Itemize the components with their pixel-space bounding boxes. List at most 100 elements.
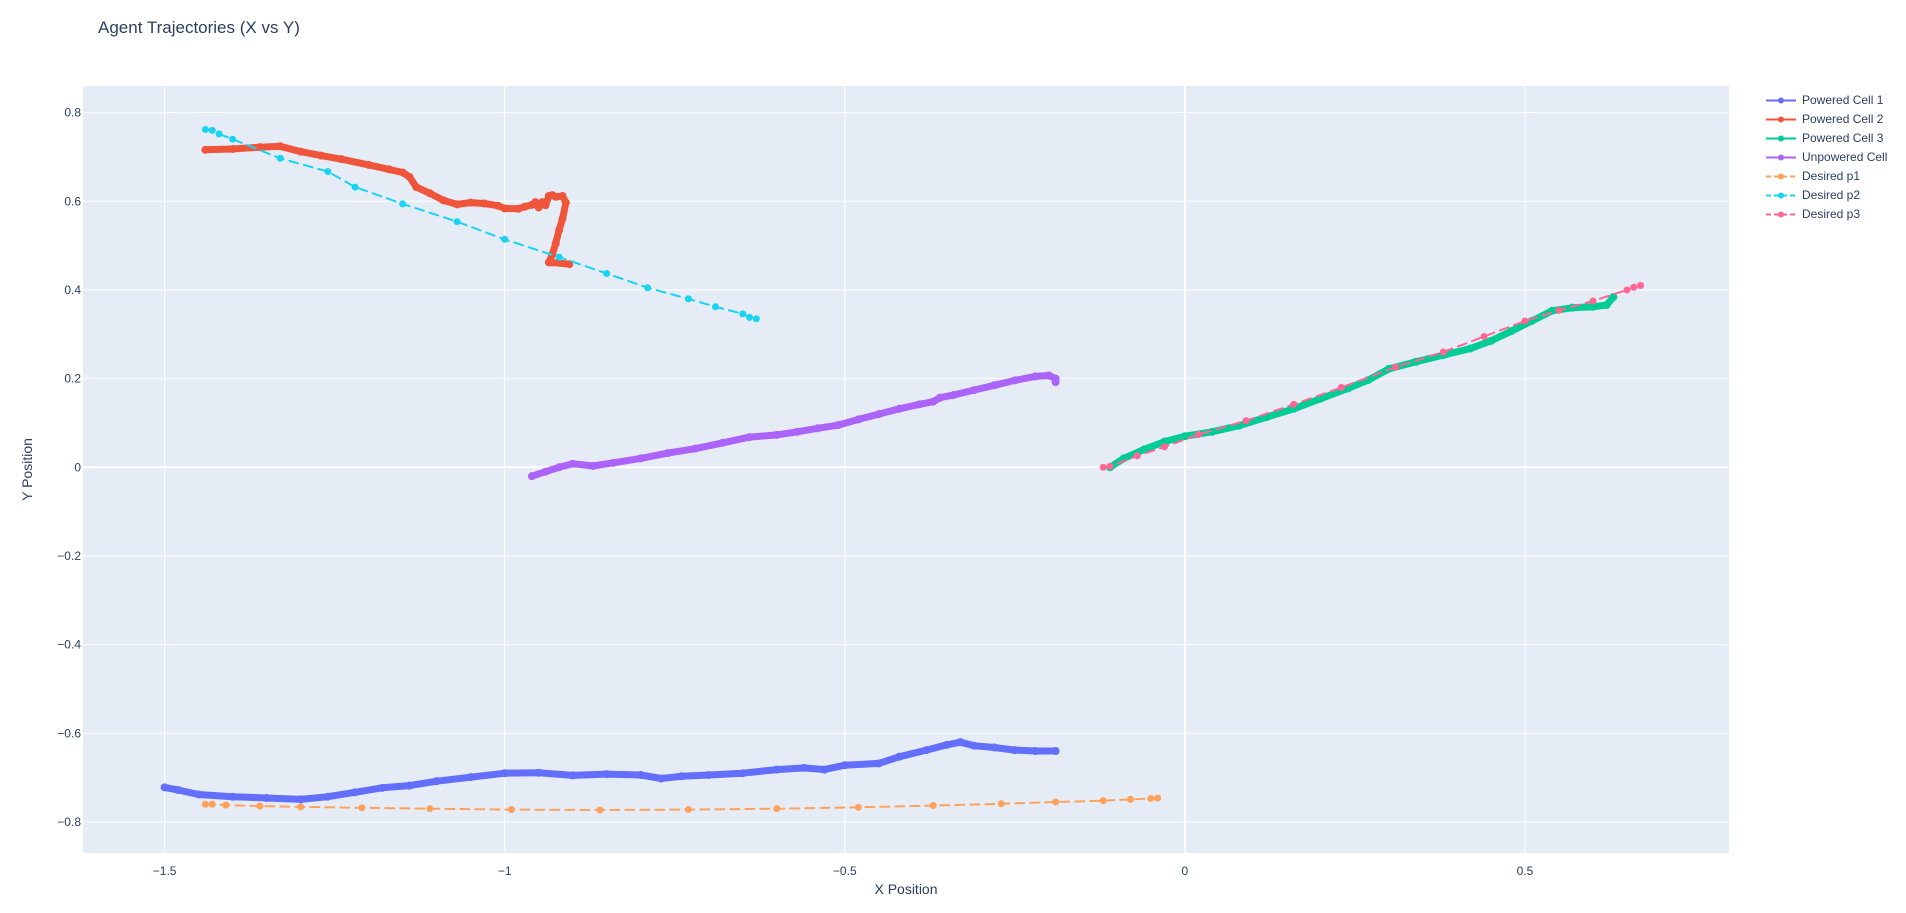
legend-label: Desired p3 — [1802, 207, 1861, 221]
x-axis-title: X Position — [874, 881, 937, 897]
x-tick-label: 0.5 — [1517, 864, 1534, 878]
data-point-unpowered-cell — [1044, 371, 1053, 380]
data-point-powered-cell-1 — [466, 773, 475, 782]
data-point-unpowered-cell — [663, 449, 672, 458]
data-point-powered-cell-1 — [174, 786, 183, 795]
data-point-desired-p2 — [712, 303, 720, 311]
legend-label: Desired p1 — [1802, 169, 1861, 183]
legend-swatch-desired-p3 — [1766, 211, 1796, 218]
data-point-desired-p2 — [215, 130, 223, 138]
data-point-powered-cell-2 — [561, 198, 570, 207]
y-tick-label: 0 — [74, 460, 81, 474]
series-desired-p1 — [201, 794, 1162, 814]
data-point-powered-cell-2 — [425, 189, 434, 198]
data-point-unpowered-cell — [691, 444, 700, 453]
data-point-powered-cell-1 — [351, 788, 360, 797]
data-point-unpowered-cell — [1031, 372, 1040, 381]
data-point-powered-cell-2 — [514, 204, 523, 213]
data-point-powered-cell-2 — [398, 168, 407, 177]
chart-title: Agent Trajectories (X vs Y) — [98, 18, 300, 37]
data-point-desired-p3 — [1160, 443, 1168, 451]
data-point-desired-p3 — [1637, 282, 1645, 290]
data-point-powered-cell-2 — [412, 183, 421, 192]
data-point-desired-p1 — [201, 800, 209, 808]
data-point-desired-p3 — [1099, 463, 1107, 471]
data-point-powered-cell-1 — [534, 768, 543, 777]
data-point-unpowered-cell — [541, 467, 550, 476]
data-point-powered-cell-1 — [738, 769, 747, 778]
data-point-powered-cell-1 — [405, 781, 414, 790]
data-point-powered-cell-1 — [799, 763, 808, 772]
legend-marker — [1778, 97, 1784, 104]
data-point-desired-p2 — [453, 218, 461, 226]
legend-label: Powered Cell 1 — [1802, 93, 1884, 107]
data-point-powered-cell-1 — [677, 772, 686, 781]
data-point-powered-cell-1 — [378, 783, 387, 792]
data-point-powered-cell-1 — [160, 783, 169, 792]
y-tick-label: 0.6 — [64, 194, 81, 208]
data-point-powered-cell-3 — [1208, 427, 1217, 436]
data-point-desired-p3 — [1555, 306, 1563, 314]
data-point-powered-cell-2 — [558, 215, 567, 224]
data-point-powered-cell-1 — [568, 771, 577, 780]
data-point-powered-cell-1 — [262, 794, 271, 803]
data-point-desired-p2 — [746, 313, 754, 321]
series-desired-p2 — [201, 125, 760, 323]
data-point-desired-p2 — [351, 183, 359, 191]
data-point-desired-p1 — [1154, 794, 1162, 802]
plot-area — [83, 86, 1729, 853]
data-point-desired-p1 — [222, 801, 230, 809]
data-point-desired-p1 — [854, 803, 862, 811]
legend-swatch-powered-cell-3 — [1766, 135, 1796, 142]
legend-marker — [1778, 116, 1784, 123]
data-point-powered-cell-1 — [840, 761, 849, 770]
data-point-powered-cell-1 — [194, 790, 203, 799]
data-point-desired-p1 — [508, 806, 516, 814]
data-point-powered-cell-2 — [317, 151, 326, 160]
data-point-desired-p2 — [276, 154, 284, 162]
data-point-unpowered-cell — [772, 430, 781, 439]
data-point-unpowered-cell — [527, 472, 536, 481]
data-point-powered-cell-3 — [1486, 336, 1495, 345]
data-point-unpowered-cell — [745, 433, 754, 442]
data-point-powered-cell-2 — [385, 165, 394, 174]
data-point-desired-p2 — [324, 168, 332, 176]
data-point-desired-p1 — [773, 805, 781, 813]
data-point-desired-p2 — [603, 270, 611, 278]
data-point-powered-cell-1 — [956, 738, 965, 747]
data-point-desired-p3 — [1290, 400, 1298, 408]
data-point-desired-p2 — [399, 200, 407, 208]
data-point-powered-cell-2 — [548, 258, 557, 267]
legend-marker — [1778, 192, 1784, 199]
y-tick-label: −0.2 — [57, 549, 81, 563]
data-point-desired-p3 — [1439, 348, 1447, 356]
data-point-desired-p3 — [1589, 297, 1597, 305]
data-point-desired-p3 — [1521, 317, 1529, 325]
legend-swatch-powered-cell-2 — [1766, 116, 1796, 123]
data-point-powered-cell-1 — [228, 792, 237, 801]
data-point-desired-p1 — [997, 800, 1005, 808]
legend-swatch-powered-cell-1 — [1766, 97, 1796, 104]
data-point-desired-p1 — [1147, 794, 1155, 802]
data-point-desired-p2 — [201, 125, 209, 133]
data-point-desired-p3 — [1194, 430, 1202, 438]
data-point-powered-cell-1 — [636, 770, 645, 779]
data-point-unpowered-cell — [555, 463, 564, 472]
data-point-desired-p1 — [208, 800, 216, 808]
data-point-desired-p3 — [1133, 452, 1141, 460]
data-point-powered-cell-2 — [500, 204, 509, 213]
legend-marker — [1778, 154, 1784, 161]
data-point-powered-cell-2 — [555, 226, 564, 235]
data-point-desired-p2 — [208, 126, 216, 134]
data-point-powered-cell-3 — [1140, 445, 1149, 454]
legend-label: Powered Cell 2 — [1802, 112, 1884, 126]
data-point-powered-cell-3 — [1316, 394, 1325, 403]
data-point-powered-cell-1 — [500, 769, 509, 778]
data-point-powered-cell-1 — [970, 741, 979, 750]
data-point-powered-cell-2 — [296, 147, 305, 156]
data-point-desired-p3 — [1242, 417, 1250, 425]
data-point-powered-cell-3 — [1602, 301, 1611, 310]
y-tick-label: 0.4 — [64, 283, 81, 297]
